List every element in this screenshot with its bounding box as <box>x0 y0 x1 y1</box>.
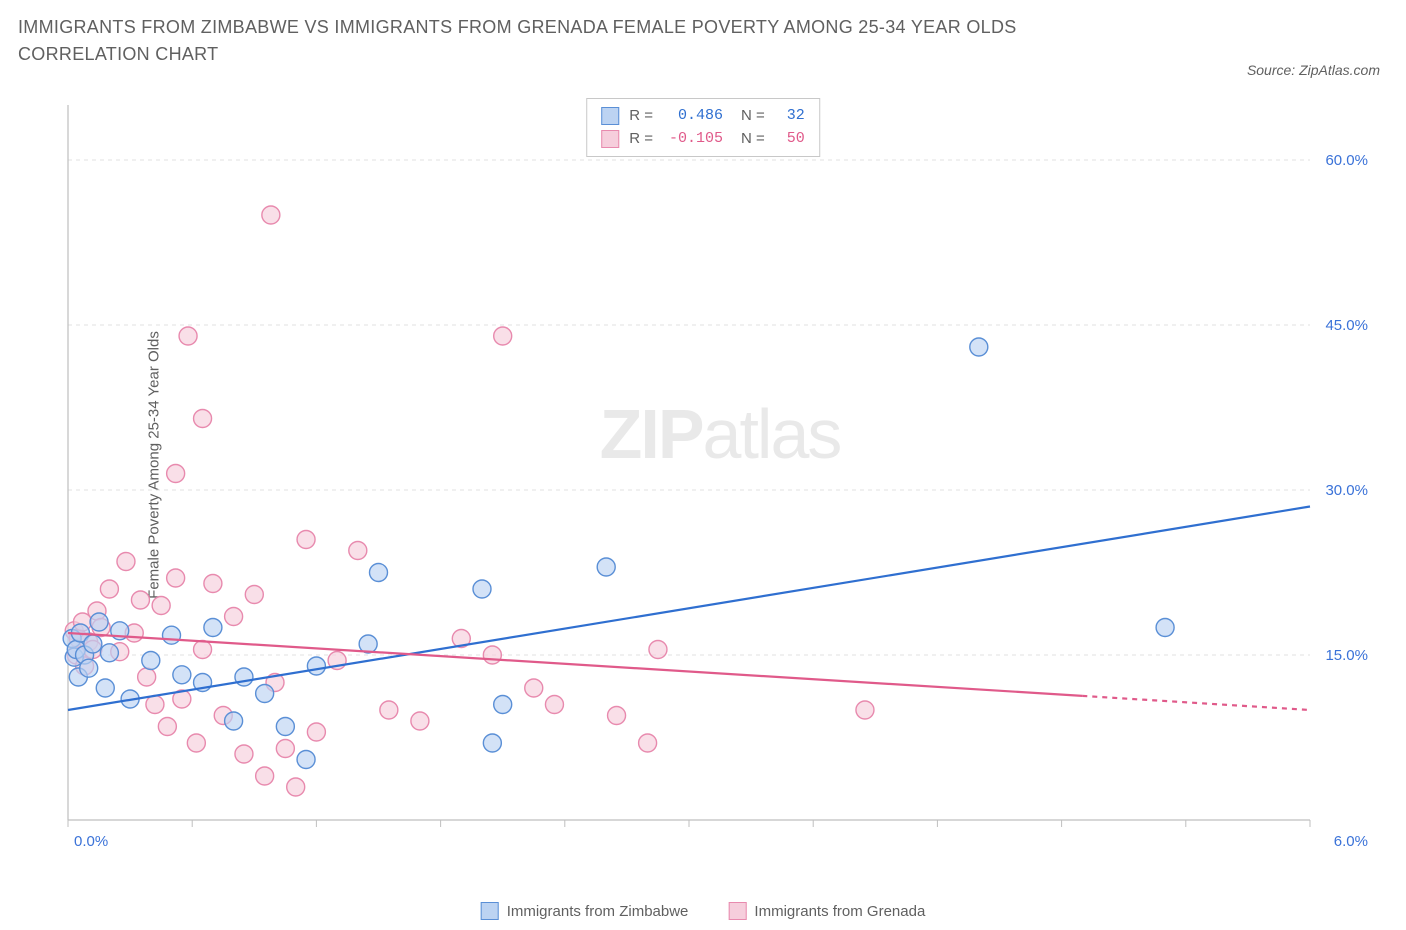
r-value: 0.486 <box>663 105 723 128</box>
r-value: -0.105 <box>663 128 723 151</box>
legend-swatch <box>481 902 499 920</box>
bottom-legend: Immigrants from Zimbabwe Immigrants from… <box>481 902 926 920</box>
legend-item: Immigrants from Grenada <box>728 902 925 920</box>
n-label: N = <box>741 105 765 128</box>
n-label: N = <box>741 128 765 151</box>
svg-text:45.0%: 45.0% <box>1325 317 1368 334</box>
stats-legend-box: R = 0.486 N = 32 R = -0.105 N = 50 <box>586 98 820 157</box>
series-swatch <box>601 130 619 148</box>
scatter-plot-svg: 15.0% 30.0% 45.0% 60.0% 0.0% 6.0% <box>60 95 1380 865</box>
chart-title: IMMIGRANTS FROM ZIMBABWE VS IMMIGRANTS F… <box>18 14 1118 68</box>
source-credit: Source: ZipAtlas.com <box>1247 62 1380 78</box>
stats-row: R = 0.486 N = 32 <box>601 105 805 128</box>
n-value: 32 <box>775 105 805 128</box>
svg-text:60.0%: 60.0% <box>1325 152 1368 169</box>
legend-label: Immigrants from Grenada <box>754 903 925 920</box>
legend-item: Immigrants from Zimbabwe <box>481 902 689 920</box>
svg-text:6.0%: 6.0% <box>1334 833 1368 850</box>
legend-label: Immigrants from Zimbabwe <box>507 903 689 920</box>
series-swatch <box>601 107 619 125</box>
chart-area: ZIPatlas 15.0%30.0%45.0%60.0%0.0%6.0% <box>60 95 1380 865</box>
svg-text:0.0%: 0.0% <box>74 833 108 850</box>
r-label: R = <box>629 128 653 151</box>
svg-text:15.0%: 15.0% <box>1325 647 1368 664</box>
svg-text:30.0%: 30.0% <box>1325 482 1368 499</box>
n-value: 50 <box>775 128 805 151</box>
legend-swatch <box>728 902 746 920</box>
stats-row: R = -0.105 N = 50 <box>601 128 805 151</box>
r-label: R = <box>629 105 653 128</box>
